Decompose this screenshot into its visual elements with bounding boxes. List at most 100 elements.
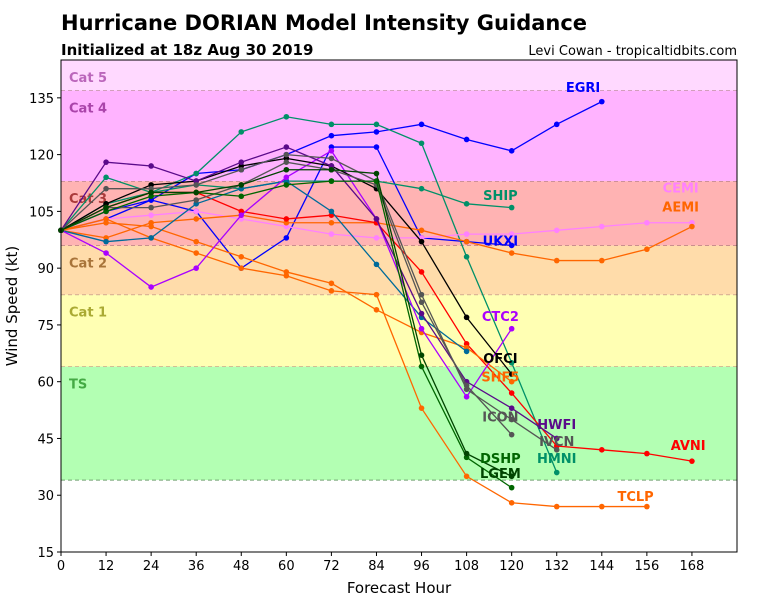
series-label-hwfi: HWFI bbox=[537, 418, 576, 433]
x-tick-label: 120 bbox=[499, 559, 524, 574]
x-tick-label: 96 bbox=[413, 559, 430, 574]
data-point-ivcn bbox=[508, 416, 515, 423]
data-point-ivcn bbox=[103, 185, 109, 192]
series-label-lgem: LGEM bbox=[480, 467, 521, 482]
data-point-tclp bbox=[193, 250, 199, 256]
y-tick-label: 120 bbox=[29, 149, 54, 164]
data-point-egri bbox=[508, 148, 515, 154]
data-point-shf5 bbox=[238, 253, 245, 260]
data-point-dshp bbox=[283, 182, 290, 188]
x-tick-label: 72 bbox=[323, 559, 340, 574]
data-point-tclp bbox=[463, 473, 470, 480]
x-tick-label: 60 bbox=[278, 559, 295, 574]
data-point-ivcn bbox=[553, 447, 560, 453]
data-point-ctc2 bbox=[463, 394, 470, 400]
data-point-hmni bbox=[328, 121, 335, 128]
data-point-ship bbox=[463, 201, 470, 207]
series-label-icon: ICON bbox=[482, 410, 518, 425]
data-point-egri bbox=[463, 136, 470, 143]
series-label-ivcn: IVCN bbox=[539, 435, 574, 450]
data-point-ship bbox=[418, 185, 425, 192]
band-label: TS bbox=[69, 378, 87, 393]
x-axis-label: Forecast Hour bbox=[347, 579, 452, 597]
data-point-ctc2 bbox=[238, 212, 245, 218]
data-point-ctc2 bbox=[508, 325, 515, 332]
data-point-aemi bbox=[463, 238, 470, 245]
y-axis-label: Wind Speed (kt) bbox=[3, 246, 21, 367]
data-point-egri bbox=[328, 132, 335, 139]
data-point-dshp bbox=[238, 193, 245, 200]
data-point-hwfi bbox=[103, 159, 109, 165]
data-point-hmni bbox=[103, 174, 109, 181]
data-point-shf5 bbox=[373, 306, 380, 313]
x-tick-label: 12 bbox=[98, 559, 115, 574]
series-label-egri: EGRI bbox=[566, 81, 600, 96]
data-point-hmni bbox=[193, 170, 199, 177]
data-point-shf5 bbox=[148, 223, 154, 230]
data-point-aemi bbox=[508, 250, 515, 256]
band-cat-4 bbox=[61, 90, 737, 182]
x-tick-label: 168 bbox=[680, 559, 705, 574]
data-point-lgem bbox=[238, 182, 245, 188]
series-label-dshp: DSHP bbox=[480, 452, 521, 467]
data-point-unlabeled bbox=[328, 208, 335, 215]
data-point-hmni bbox=[553, 469, 560, 476]
data-point-aemi bbox=[689, 223, 695, 230]
data-point-unlabeled bbox=[463, 348, 470, 355]
data-point-avni bbox=[689, 458, 695, 464]
data-point-icon bbox=[418, 299, 425, 306]
series-label-avni: AVNI bbox=[671, 439, 706, 454]
data-point-aemi bbox=[553, 257, 560, 264]
x-tick-label: 144 bbox=[589, 559, 614, 574]
y-tick-label: 75 bbox=[37, 319, 54, 334]
data-point-ukxi bbox=[508, 242, 515, 249]
data-point-icon bbox=[463, 382, 470, 389]
data-point-tclp bbox=[238, 265, 245, 271]
data-point-cemi bbox=[644, 219, 650, 226]
data-point-cemi bbox=[328, 231, 335, 237]
x-tick-label: 108 bbox=[454, 559, 479, 574]
series-label-ofci: OFCI bbox=[483, 352, 517, 367]
series-label-ukxi: UKXI bbox=[483, 234, 519, 249]
data-point-egri bbox=[373, 129, 380, 135]
data-point-hwfi bbox=[418, 310, 425, 317]
x-tick-label: 0 bbox=[57, 559, 65, 574]
series-line-tclp bbox=[60, 218, 647, 508]
data-point-cemi bbox=[599, 223, 605, 230]
data-point-ukxi bbox=[283, 235, 290, 241]
x-tick-label: 24 bbox=[143, 559, 160, 574]
data-point-hwfi bbox=[553, 435, 560, 442]
data-point-hmni bbox=[283, 113, 290, 120]
data-point-hmni bbox=[373, 121, 380, 128]
data-point-avni bbox=[283, 216, 290, 222]
data-point-ivcn bbox=[283, 151, 290, 158]
data-point-ofci bbox=[508, 371, 515, 377]
data-point-hmni bbox=[463, 253, 470, 260]
data-point-cemi bbox=[193, 208, 199, 215]
chart-subtitle: Initialized at 18z Aug 30 2019 bbox=[61, 41, 313, 59]
data-point-tclp bbox=[644, 503, 650, 510]
data-point-ctc2 bbox=[193, 265, 199, 271]
data-point-tclp bbox=[508, 500, 515, 506]
data-point-aemi bbox=[193, 216, 199, 222]
series-line-hmni bbox=[60, 116, 558, 473]
data-point-ctc2 bbox=[283, 174, 290, 181]
band-label: Cat 5 bbox=[69, 71, 107, 86]
data-point-aemi bbox=[418, 227, 425, 234]
data-point-icon bbox=[283, 159, 290, 165]
data-point-dshp bbox=[508, 484, 515, 491]
data-point-aemi bbox=[328, 219, 335, 226]
data-point-cemi bbox=[463, 231, 470, 237]
data-point-hwfi bbox=[148, 163, 154, 169]
band-ts bbox=[61, 366, 737, 481]
y-tick-label: 135 bbox=[29, 92, 54, 107]
data-point-hwfi bbox=[238, 159, 245, 165]
data-point-avni bbox=[508, 390, 515, 396]
x-tick-label: 132 bbox=[544, 559, 569, 574]
series-label-ctc2: CTC2 bbox=[482, 310, 519, 325]
band-cat-2 bbox=[61, 245, 737, 295]
series-label-hmni: HMNI bbox=[537, 452, 577, 467]
data-point-unlabeled bbox=[103, 238, 109, 245]
data-point-ctc2 bbox=[328, 148, 335, 154]
